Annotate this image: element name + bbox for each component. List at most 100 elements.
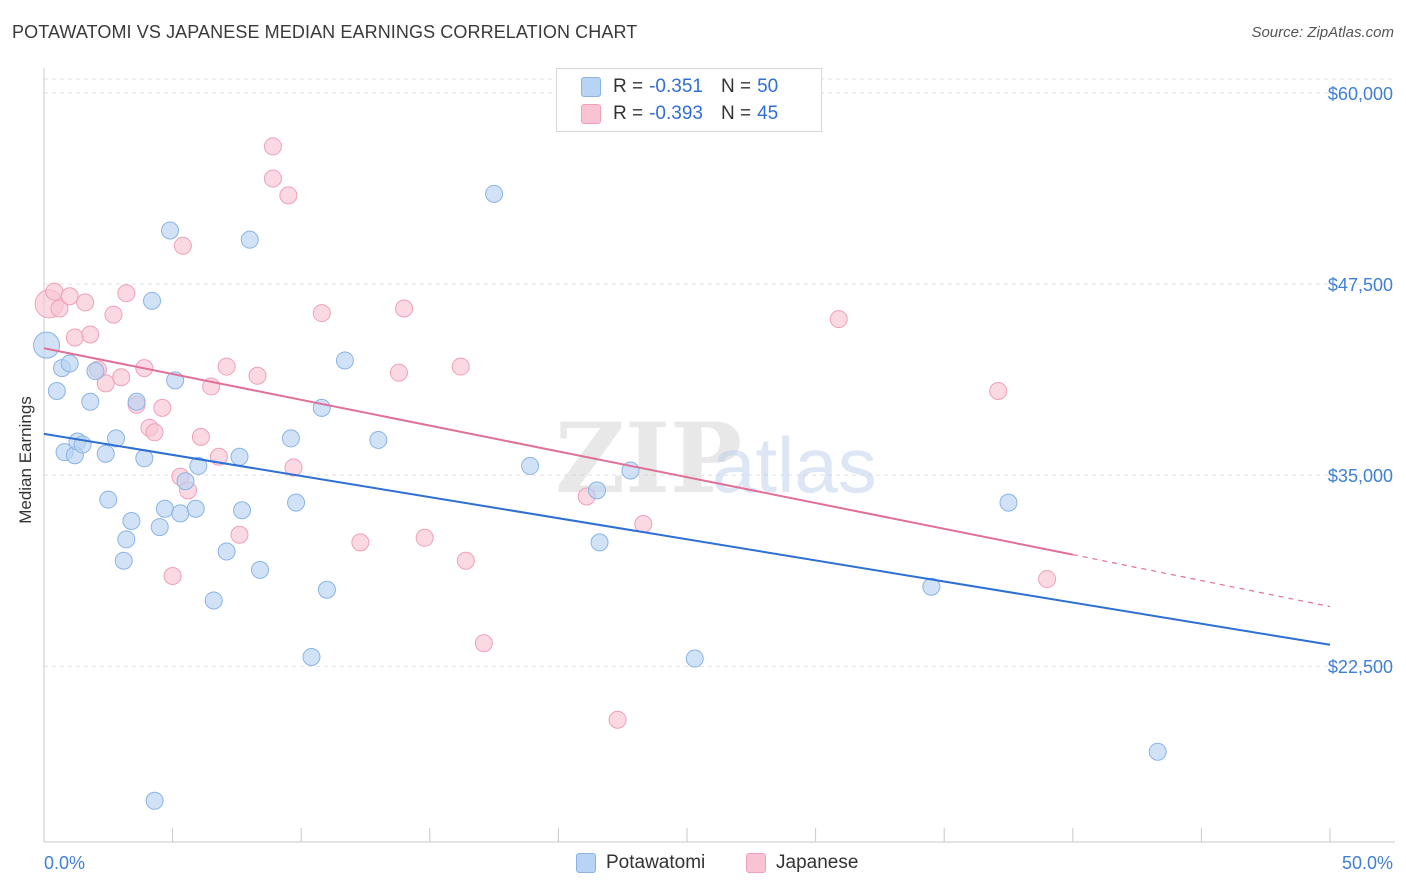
chart-title: POTAWATOMI VS JAPANESE MEDIAN EARNINGS C… xyxy=(12,22,638,42)
potawatomi-point xyxy=(117,530,136,549)
potawatomi-point xyxy=(335,351,354,370)
japanese-point xyxy=(96,374,115,393)
japanese-points xyxy=(34,137,1057,729)
potawatomi-point xyxy=(150,518,169,537)
japanese-point xyxy=(230,525,249,544)
japanese-point xyxy=(1038,570,1057,589)
japanese-trend-extension xyxy=(1072,554,1331,608)
potawatomi-point xyxy=(287,493,306,512)
potawatomi-point xyxy=(145,791,164,810)
japanese-point xyxy=(395,299,414,318)
potawatomi-point xyxy=(240,230,259,249)
potawatomi-point xyxy=(189,456,208,475)
legend-row-potawatomi: R = -0.351 N = 50 xyxy=(581,75,796,99)
potawatomi-point xyxy=(155,499,174,518)
potawatomi-point xyxy=(186,499,205,518)
potawatomi-point xyxy=(99,490,118,509)
n-label: N = xyxy=(720,103,752,124)
japanese-point xyxy=(153,398,172,417)
legend-row-japanese: R = -0.393 N = 45 xyxy=(581,102,796,126)
japanese-point xyxy=(474,634,493,653)
potawatomi-point xyxy=(587,481,606,500)
potawatomi-point xyxy=(122,511,141,530)
bottom-legend-japanese: Japanese xyxy=(746,852,858,874)
japanese-point xyxy=(829,310,848,329)
japanese-point xyxy=(65,328,84,347)
potawatomi-point xyxy=(96,444,115,463)
y-tick-label: $47,500 xyxy=(1328,275,1393,295)
potawatomi-point xyxy=(485,184,504,203)
japanese-point xyxy=(456,551,475,570)
r-label: R = xyxy=(613,103,644,124)
watermark: ZIP atlas xyxy=(555,402,877,515)
y-tick-label: $60,000 xyxy=(1328,84,1393,104)
japanese-point xyxy=(81,325,100,344)
japanese-point xyxy=(989,382,1008,401)
japanese-n-value: 45 xyxy=(757,103,779,124)
japanese-point xyxy=(45,282,64,301)
japanese-point xyxy=(389,363,408,382)
potawatomi-legend-label: Potawatomi xyxy=(606,852,706,873)
potawatomi-point xyxy=(81,392,100,411)
potawatomi-points xyxy=(33,184,1167,810)
potawatomi-point xyxy=(233,501,252,520)
potawatomi-point xyxy=(590,533,609,552)
x-tick-labels: 0.0% 50.0% xyxy=(44,853,1393,873)
potawatomi-point xyxy=(281,429,300,448)
japanese-r-value: -0.393 xyxy=(649,103,703,124)
potawatomi-point xyxy=(33,331,61,359)
japanese-point xyxy=(112,368,131,387)
japanese-point xyxy=(217,357,236,376)
potawatomi-point xyxy=(685,649,704,668)
y-tick-label: $22,500 xyxy=(1328,657,1393,677)
japanese-point xyxy=(76,293,95,312)
japanese-point xyxy=(451,357,470,376)
potawatomi-point xyxy=(1148,742,1167,761)
potawatomi-point xyxy=(369,430,388,449)
y-axis-label: Median Earnings xyxy=(16,396,35,524)
japanese-point xyxy=(50,299,69,318)
japanese-trend-line xyxy=(43,347,1073,556)
japanese-point xyxy=(117,284,136,303)
japanese-point xyxy=(312,304,331,323)
potawatomi-trend-line xyxy=(43,432,1331,646)
correlation-legend: R = -0.351 N = 50 R = -0.393 N = 45 xyxy=(556,68,822,132)
japanese-point xyxy=(191,427,210,446)
y-tick-label: $35,000 xyxy=(1328,466,1393,486)
japanese-point xyxy=(415,528,434,547)
potawatomi-point xyxy=(922,577,941,596)
potawatomi-r-value: -0.351 xyxy=(649,76,703,97)
japanese-point xyxy=(279,186,298,205)
japanese-point xyxy=(145,423,164,442)
japanese-point xyxy=(60,287,79,306)
axes xyxy=(43,68,1395,843)
japanese-point xyxy=(248,366,267,385)
potawatomi-point xyxy=(47,382,66,401)
watermark-atlas: atlas xyxy=(712,421,877,509)
japanese-point xyxy=(634,515,653,534)
japanese-point xyxy=(284,458,303,477)
potawatomi-n-value: 50 xyxy=(757,76,779,97)
japanese-point xyxy=(163,567,182,586)
potawatomi-point xyxy=(176,472,195,491)
n-label: N = xyxy=(720,76,752,97)
potawatomi-point xyxy=(999,493,1018,512)
x-tick-label-min: 0.0% xyxy=(44,853,85,873)
japanese-point xyxy=(608,710,627,729)
potawatomi-point xyxy=(521,456,540,475)
source-label: Source: ZipAtlas.com xyxy=(1251,24,1394,41)
bottom-legend-potawatomi: Potawatomi xyxy=(576,852,705,874)
potawatomi-point xyxy=(230,447,249,466)
potawatomi-point xyxy=(127,392,146,411)
x-tick-label-max: 50.0% xyxy=(1342,853,1393,873)
potawatomi-point xyxy=(171,504,190,523)
japanese-legend-swatch xyxy=(746,853,766,873)
potawatomi-point xyxy=(217,542,236,561)
potawatomi-point xyxy=(107,429,126,448)
japanese-point xyxy=(173,236,192,255)
potawatomi-point xyxy=(60,354,79,373)
potawatomi-point xyxy=(161,221,180,240)
trend-lines xyxy=(43,347,1331,646)
gridlines xyxy=(44,78,1395,667)
